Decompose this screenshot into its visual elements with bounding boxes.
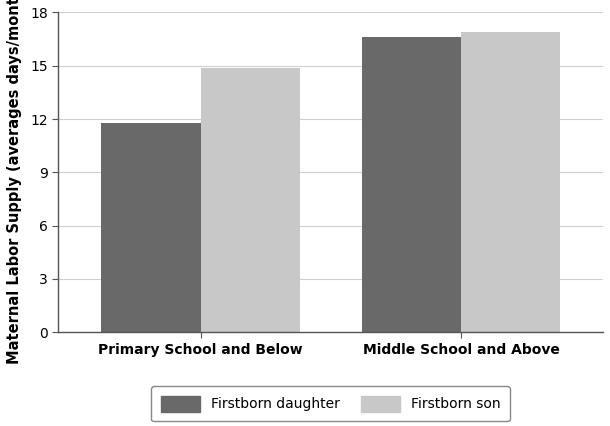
Bar — [201, 68, 300, 332]
Bar — [362, 37, 461, 332]
Legend: Firstborn daughter, Firstborn son: Firstborn daughter, Firstborn son — [151, 386, 510, 421]
Bar — [461, 32, 561, 332]
Y-axis label: Maternal Labor Supply (averages days/month): Maternal Labor Supply (averages days/mon… — [7, 0, 22, 364]
Bar — [101, 123, 201, 332]
